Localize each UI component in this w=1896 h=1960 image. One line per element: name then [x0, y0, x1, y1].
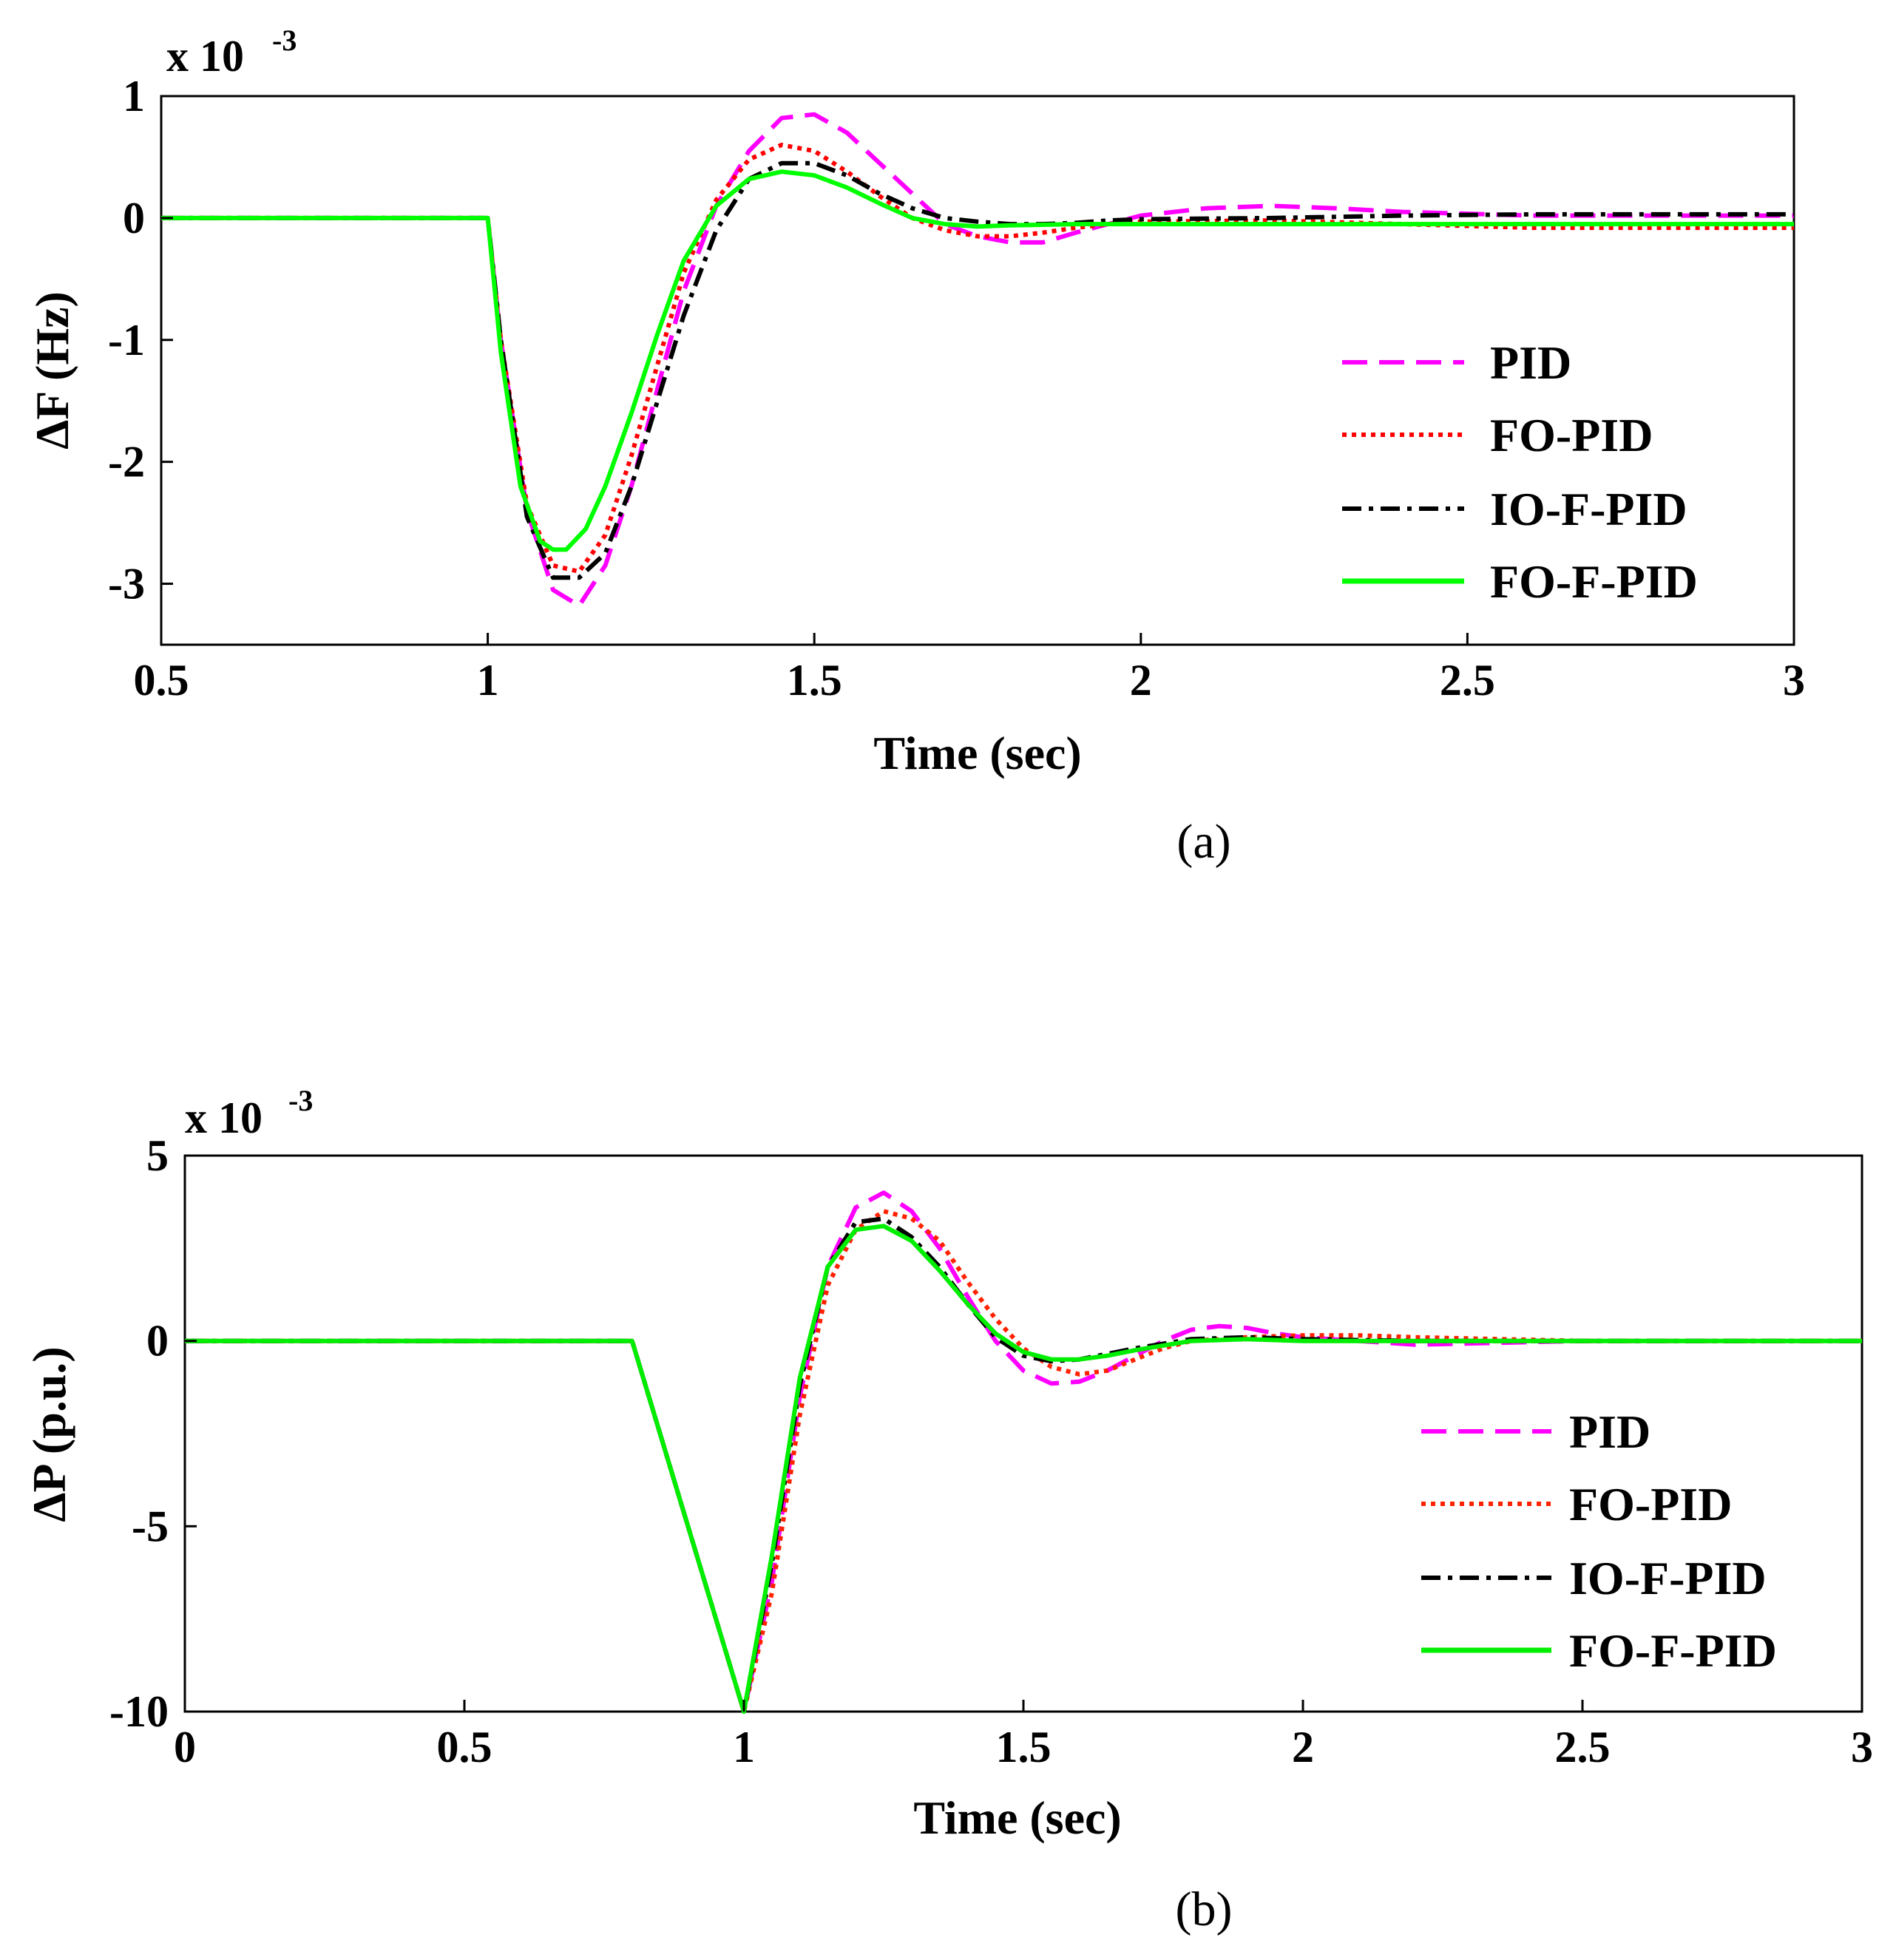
x-tick-label-a: 1: [477, 656, 499, 705]
y-axis-title-b: ΔP (p.u.): [23, 1346, 75, 1522]
legend-label-a-io-f-pid: IO-F-PID: [1490, 483, 1687, 535]
y-tick-label-a: -2: [108, 438, 145, 486]
y-tick-label-a: 0: [123, 194, 145, 243]
legend-label-a-fo-f-pid: FO-F-PID: [1490, 555, 1698, 608]
series-line-a-io-f-pid: [161, 160, 1794, 580]
x-tick-label-b: 1.5: [996, 1723, 1052, 1771]
x-tick-label-b: 2.5: [1555, 1723, 1611, 1771]
legend-label-a-fo-pid: FO-PID: [1490, 409, 1653, 461]
panel-a: 0.5 1 1.5 2 2.5 3-3-2-101 x 10 -3 Time (sec) …: [26, 24, 1805, 869]
caption-b: (b): [1176, 1882, 1233, 1936]
ticks-group-a: 0.5 1 1.5 2 2.5 3 -3 -2 -1 0 1: [108, 72, 1805, 705]
ticks-group-b: 0 0.5 1 1.5 2 2.5 3 -10 -5 0 5: [109, 1131, 1873, 1771]
exponent-label-a: x 10: [166, 32, 244, 81]
exponent-label-b: x 10: [185, 1093, 263, 1142]
series-line-a-pid: [161, 112, 1794, 608]
legend-label-b-fo-pid: FO-PID: [1569, 1478, 1732, 1530]
x-tick-label-a: 1.5: [787, 656, 842, 705]
legend-label-b-pid: PID: [1569, 1405, 1650, 1458]
x-tick-label-a: 3: [1783, 656, 1805, 705]
x-tick-label-b: 1: [733, 1723, 755, 1771]
y-tick-label-b: 0: [146, 1317, 169, 1366]
y-tick-label-b: -5: [132, 1502, 169, 1550]
exponent-power-b: -3: [288, 1084, 313, 1117]
legend-label-b-io-f-pid: IO-F-PID: [1569, 1552, 1767, 1604]
x-axis-title-b: Time (sec): [913, 1791, 1121, 1844]
exponent-power-a: -3: [272, 24, 297, 57]
series-line-a-fo-f-pid: [161, 169, 1794, 552]
legend-label-a-pid: PID: [1490, 336, 1571, 389]
series-line-b-fo-f-pid: [185, 1224, 1862, 1714]
y-tick-label-a: -1: [108, 316, 145, 364]
y-tick-label-a: 1: [123, 72, 145, 121]
y-tick-label-b: 5: [146, 1131, 169, 1180]
panel-b: 0 0.5 1 1.5 2 2.5 3-10-505 x 10 -3 Time (sec) …: [23, 1084, 1873, 1936]
x-tick-label-b: 3: [1851, 1723, 1873, 1771]
x-tick-label-a: 2: [1130, 656, 1152, 705]
series-line-b-fo-pid: [185, 1209, 1862, 1714]
legend-b: PID FO-PID IO-F-PID FO-F-PID: [1421, 1405, 1777, 1677]
series-line-a-fo-pid: [161, 143, 1794, 574]
y-axis-title-a: ΔF (Hz): [26, 291, 78, 450]
x-axis-title-a: Time (sec): [873, 727, 1081, 779]
y-tick-label-b: -10: [109, 1687, 169, 1736]
x-tick-label-b: 0: [174, 1723, 196, 1771]
x-tick-label-a: 0.5: [134, 656, 189, 705]
series-group-b: [185, 1190, 1862, 1714]
caption-a: (a): [1176, 815, 1230, 869]
y-tick-label-a: -3: [108, 560, 145, 608]
x-tick-label-b: 2: [1292, 1723, 1314, 1771]
legend-a: PID FO-PID IO-F-PID FO-F-PID: [1342, 336, 1698, 608]
x-tick-label-a: 2.5: [1440, 656, 1495, 705]
legend-label-b-fo-f-pid: FO-F-PID: [1569, 1624, 1777, 1677]
series-group-a: [161, 112, 1794, 608]
x-tick-label-b: 0.5: [437, 1723, 492, 1771]
plot-area-a: [160, 95, 1795, 646]
